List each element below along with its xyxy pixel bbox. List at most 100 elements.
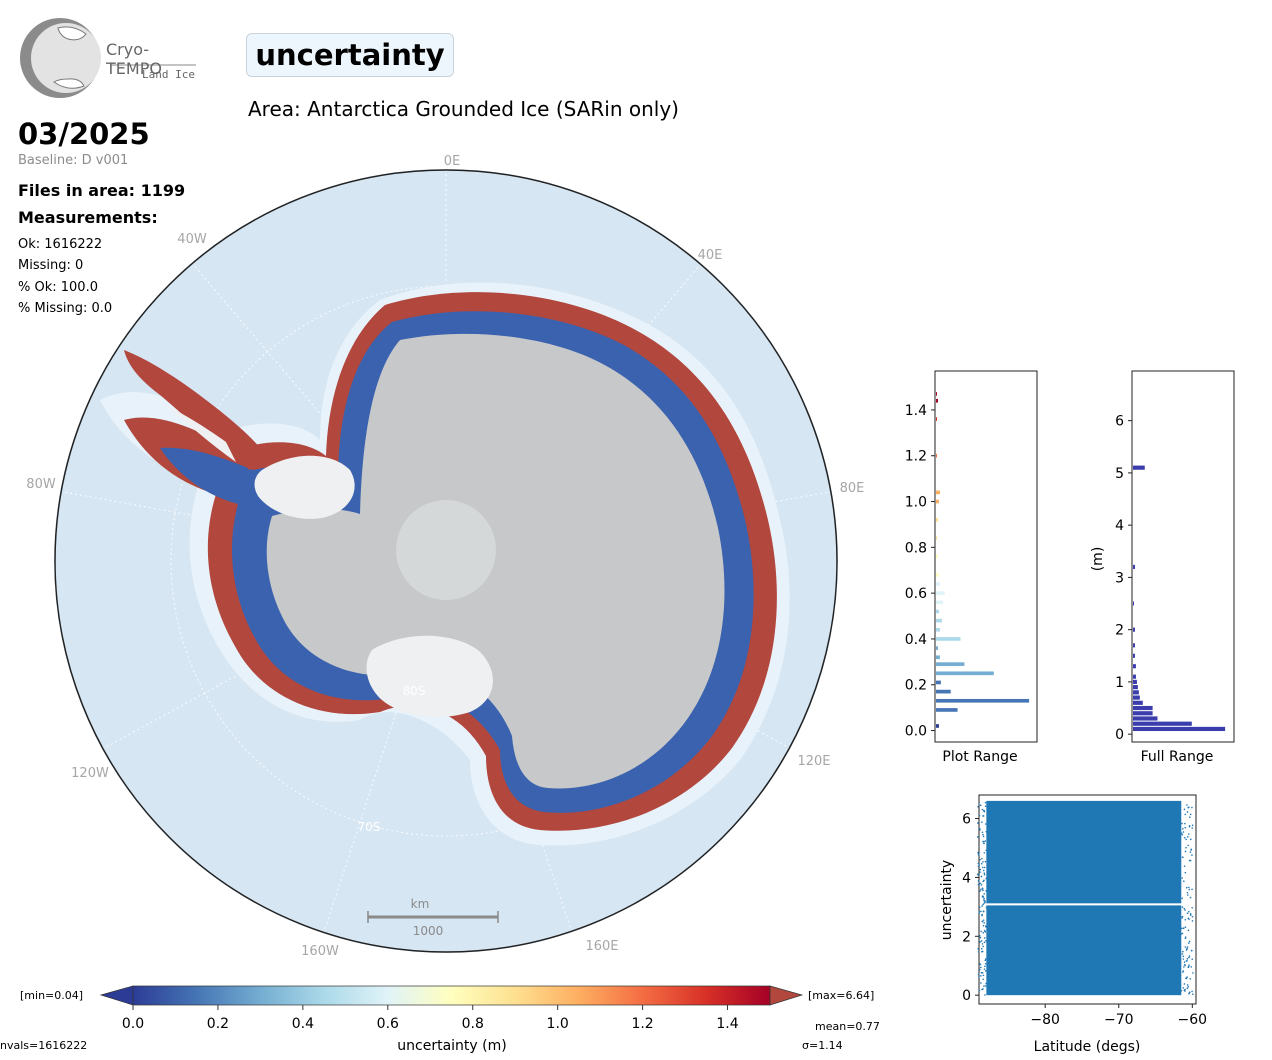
stat-percent-ok: % Ok: 100.0 — [18, 280, 98, 295]
scatter-point — [981, 988, 983, 991]
scatter-point — [1182, 831, 1185, 833]
scatter-point — [983, 873, 986, 876]
scatter-point — [983, 872, 986, 874]
scatter-point — [1189, 914, 1192, 916]
colorbar-label: uncertainty (m) — [397, 1038, 506, 1054]
scatter-point — [982, 833, 984, 836]
histogram-bar — [936, 582, 940, 586]
scatter-point — [1180, 832, 1183, 835]
scatter-point — [982, 924, 985, 927]
scatter-point — [978, 864, 980, 866]
scatter-point — [1191, 806, 1193, 809]
scatter-point — [1187, 917, 1190, 920]
scatter-point — [1186, 958, 1189, 960]
scatter-point — [985, 940, 987, 942]
full-range-histogram: 0 1 2 3 4 5 6 Full Range (m) — [1090, 370, 1235, 765]
colorbar-ticks: 0.0 0.2 0.4 0.6 0.8 1.0 1.2 1.4 — [122, 1005, 739, 1032]
scatter-point — [981, 914, 983, 917]
scatter-point — [1181, 932, 1184, 935]
colorbar-tick-label: 0.2 — [207, 1016, 229, 1032]
scatter-point — [981, 808, 984, 811]
scatter-point — [1187, 894, 1189, 896]
scatter-point — [985, 890, 987, 892]
scatter-point — [977, 851, 979, 854]
histogram-bar — [936, 536, 937, 541]
files-count: Files in area: 1199 — [18, 181, 186, 200]
scatter-point — [981, 887, 984, 890]
colorbar-tick-label: 0.0 — [122, 1016, 144, 1032]
scatter-point — [982, 974, 985, 977]
scatter-point — [1188, 886, 1190, 889]
scatter-point — [981, 972, 984, 974]
scatter-point — [1187, 806, 1190, 809]
histogram-bar — [936, 655, 940, 660]
histogram-ytick-label: 2 — [1115, 623, 1124, 639]
scatter-point — [1191, 854, 1193, 856]
scatter-point — [982, 840, 984, 843]
scatter-point — [978, 989, 981, 992]
plot-range-histogram: 0.0 0.2 0.4 0.6 0.8 1.0 1.2 1.4 Plot Range — [905, 370, 1038, 765]
scatter-point — [981, 889, 984, 891]
scatter-point — [985, 830, 988, 833]
histogram-bar — [1133, 465, 1145, 470]
scatter-point — [979, 963, 981, 965]
scatter-point — [1191, 824, 1194, 827]
scatter-point — [978, 906, 981, 909]
scatter-point — [1185, 838, 1187, 841]
scatter-point — [984, 901, 986, 904]
scatter-point — [983, 852, 986, 854]
scatter-point — [977, 822, 979, 824]
scatter-point — [1187, 836, 1189, 838]
scatter-point — [982, 945, 984, 948]
scatter-point — [1182, 970, 1185, 972]
scatter-point — [980, 950, 983, 953]
scatter-point — [982, 835, 985, 838]
colorbar-max-arrow — [769, 985, 804, 1006]
scatter-point — [983, 879, 985, 882]
scatter-point — [982, 903, 984, 906]
scatter-point — [1188, 910, 1190, 913]
histogram-bar — [936, 618, 942, 623]
scatter-point — [1187, 929, 1190, 932]
scatter-point — [1184, 909, 1186, 911]
scatter-point — [1184, 988, 1186, 991]
scatter-point — [981, 831, 984, 834]
lat-label-70s: 70S — [358, 820, 381, 834]
scatter-xlabel: Latitude (degs) — [1034, 1039, 1141, 1055]
stat-missing: Missing: 0 — [18, 258, 84, 273]
scatter-point — [984, 900, 986, 903]
scatter-point — [983, 866, 986, 869]
scatter-point — [1180, 989, 1183, 992]
scatter-point — [1187, 965, 1190, 968]
logo-name: Cryo-TEMPO — [106, 40, 162, 78]
colorbar-min-arrow — [99, 985, 134, 1006]
scatter-point — [1182, 958, 1185, 960]
histogram-ytick-label: 0 — [1115, 727, 1124, 743]
scatter-point — [984, 994, 986, 996]
scatter-point — [984, 823, 987, 825]
histogram-bar — [936, 680, 941, 685]
scatter-point — [1182, 927, 1185, 929]
scatter-point — [1189, 813, 1192, 816]
colorbar-min-label: [min=0.04] — [20, 989, 83, 1002]
histogram-ytick-label: 1.4 — [905, 403, 927, 419]
full-range-frame — [1131, 370, 1235, 743]
scatter-point — [1182, 950, 1184, 953]
histogram-bar — [1133, 564, 1135, 570]
histogram-bar — [1133, 695, 1140, 700]
histogram-bar — [1133, 679, 1137, 684]
colorbar-tick-label: 1.0 — [547, 1016, 569, 1032]
scatter-point — [978, 912, 980, 914]
antarctic-peninsula — [124, 350, 270, 470]
histogram-bar — [936, 627, 940, 632]
scatter-point — [1185, 977, 1188, 980]
scatter-point — [1184, 990, 1186, 992]
scatter-point — [1187, 833, 1190, 835]
colorbar: [min=0.04] [max=6.64] 0.0 0.2 0.4 0.6 0.8 1.0… — [0, 985, 880, 1054]
histogram-bar — [936, 708, 958, 712]
scatter-points-upper — [986, 800, 1182, 904]
scatter-point — [984, 840, 987, 842]
scatter-point — [982, 978, 985, 981]
histogram-bar — [936, 518, 938, 522]
histogram-bar — [1133, 643, 1135, 648]
